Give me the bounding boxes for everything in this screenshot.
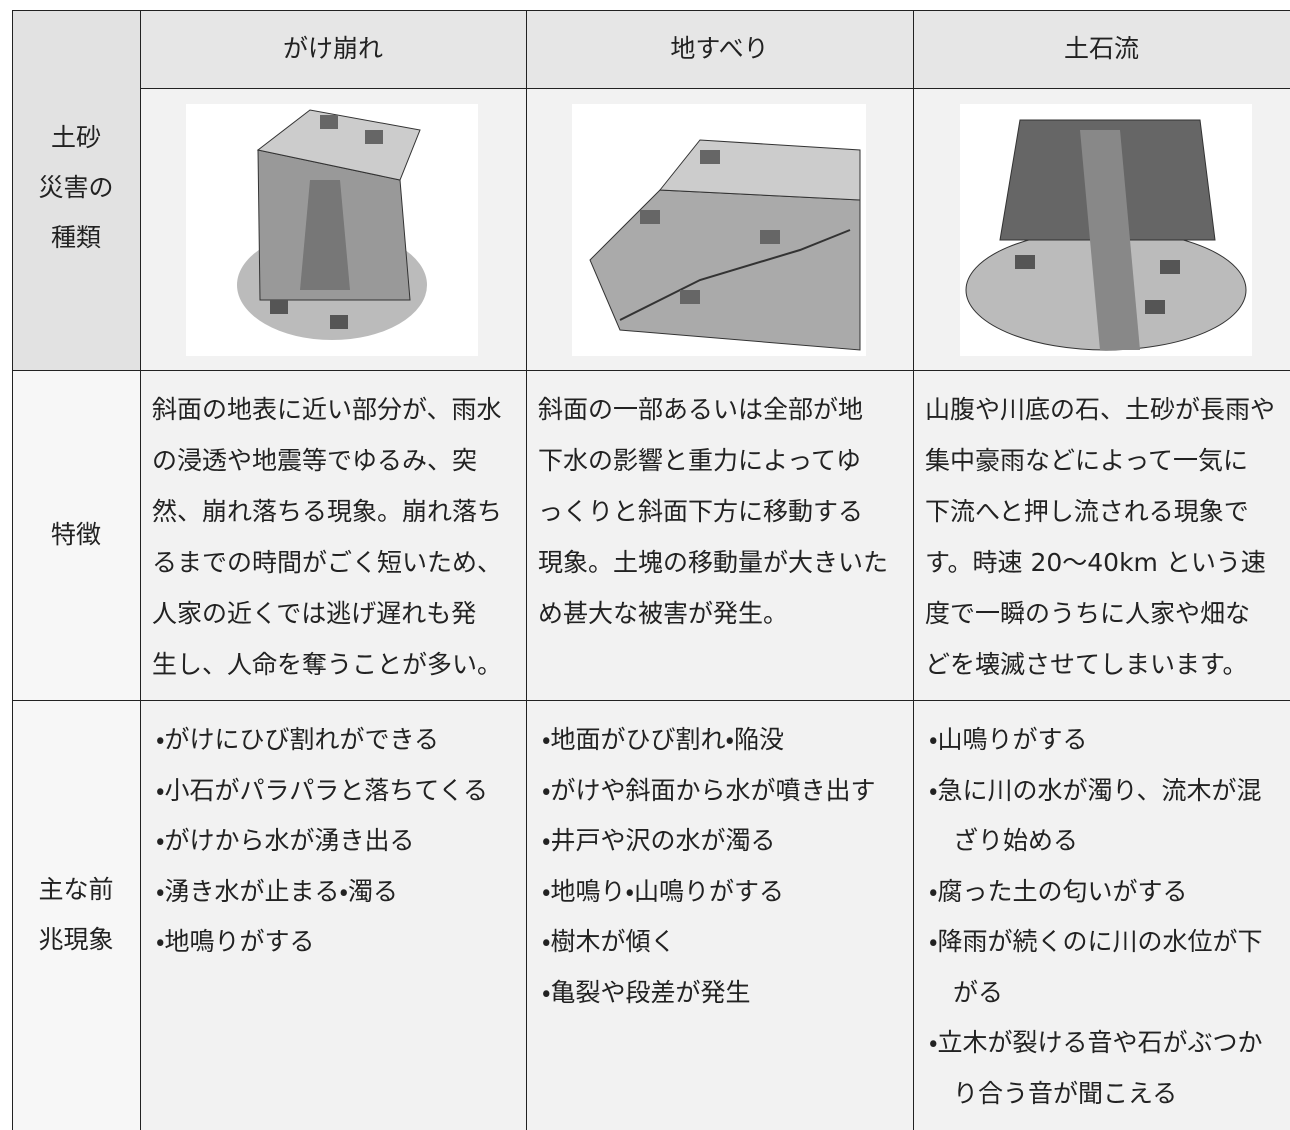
feature-text: 生し、人命を奪うことが多い。 — [152, 650, 503, 679]
body-bg — [140, 370, 1290, 1130]
header-row — [140, 10, 1290, 88]
precursor-item: ・地鳴りがする — [156, 927, 315, 956]
rule — [140, 10, 141, 1130]
row-header: 種類 — [50, 223, 101, 252]
column-header: 土石流 — [1063, 34, 1139, 63]
feature-text: 集中豪雨などによって一気に — [925, 446, 1249, 475]
row-header: 主な前 — [38, 875, 114, 904]
precursor-item: ざり始める — [953, 826, 1079, 855]
feature-text: 下流へと押し流される現象で — [925, 497, 1249, 526]
feature-text: 人家の近くでは逃げ遅れも発 — [152, 599, 477, 628]
illustration-debris-flow — [960, 104, 1252, 356]
precursor-item: ・地鳴り・山鳴りがする — [542, 876, 785, 906]
corner-cell — [12, 10, 140, 370]
precursor-item: ・湧き水が止まる・濁る — [156, 876, 399, 906]
precursor-item: り合う音が聞こえる — [953, 1078, 1178, 1108]
precursor-item: ・小石がパラパラと落ちてくる — [156, 775, 489, 805]
rule — [12, 370, 1290, 371]
precursor-item: ・樹木が傾く — [542, 927, 676, 956]
feature-text: るまでの時間がごく短いため、 — [152, 548, 503, 577]
feature-text: 下水の影響と重力によってゆ — [538, 446, 862, 475]
precursor-item: ・井戸や沢の水が濁る — [542, 826, 776, 855]
feature-text: 現象。土塊の移動量が大きいた — [538, 548, 889, 577]
precursor-item: ・がけや斜面から水が噴き出す — [542, 775, 876, 805]
row-header: 土砂 — [50, 123, 101, 152]
rule — [526, 10, 527, 1130]
rule — [12, 10, 1290, 11]
row-header: 災害の — [38, 173, 114, 202]
row-header: 兆現象 — [38, 925, 114, 954]
feature-text: す。時速 20～40km という速 — [925, 548, 1266, 577]
feature-text: っくりと斜面下方に移動する — [538, 497, 864, 526]
rule — [140, 88, 1290, 89]
column-header: がけ崩れ — [282, 34, 383, 63]
precursor-item: ・がけから水が湧き出る — [156, 826, 415, 855]
feature-text: 度で一瞬のうちに人家や畑な — [925, 599, 1251, 628]
feature-text: め甚大な被害が発生。 — [538, 599, 789, 628]
precursor-item: ・立木が裂ける音や石がぶつか — [929, 1028, 1263, 1057]
feature-text: 斜面の地表に近い部分が、雨水 — [152, 395, 502, 424]
illustration-cliff — [186, 104, 478, 356]
illustration-landslide — [572, 104, 866, 356]
feature-text: 斜面の一部あるいは全部が地 — [538, 395, 864, 424]
precursor-item: ・がけにひび割れができる — [156, 725, 440, 754]
feature-text: 山腹や川底の石、土砂が長雨や — [925, 395, 1276, 424]
rule — [12, 700, 1290, 701]
precursor-item: ・降雨が続くのに川の水位が下 — [929, 927, 1263, 956]
row-header: 特徴 — [50, 520, 101, 549]
feature-text: 然、崩れ落ちる現象。崩れ落ち — [152, 497, 503, 526]
rule — [12, 10, 13, 1130]
precursor-item: ・地面がひび割れ・陥没 — [542, 725, 785, 754]
feature-text: どを壊滅させてしまいます。 — [925, 650, 1248, 679]
rule — [913, 10, 914, 1130]
precursor-item: ・腐った土の匂いがする — [929, 876, 1188, 906]
feature-text: の浸透や地震等でゆるみ、突 — [152, 446, 478, 475]
precursor-item: ・亀裂や段差が発生 — [542, 977, 751, 1007]
precursor-item: ・山鳴りがする — [929, 725, 1088, 754]
row-header-bg — [12, 370, 140, 1130]
precursor-item: ・急に川の水が濁り、流木が混 — [929, 775, 1262, 805]
precursor-item: がる — [953, 977, 1004, 1007]
column-header: 地すべり — [670, 34, 769, 63]
